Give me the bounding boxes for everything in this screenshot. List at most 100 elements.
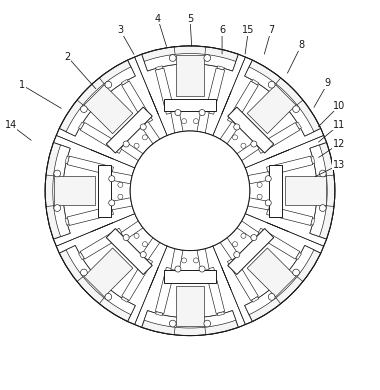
Polygon shape bbox=[266, 156, 313, 176]
Polygon shape bbox=[84, 85, 133, 134]
Polygon shape bbox=[311, 218, 315, 225]
Polygon shape bbox=[246, 197, 270, 210]
Circle shape bbox=[169, 320, 176, 327]
Polygon shape bbox=[245, 246, 321, 321]
Text: 1: 1 bbox=[19, 80, 25, 90]
Polygon shape bbox=[310, 145, 327, 237]
Circle shape bbox=[54, 170, 60, 177]
Polygon shape bbox=[171, 247, 183, 271]
Polygon shape bbox=[266, 206, 313, 225]
Polygon shape bbox=[310, 142, 335, 239]
Polygon shape bbox=[106, 229, 152, 275]
Polygon shape bbox=[110, 172, 134, 184]
Circle shape bbox=[105, 294, 112, 300]
Polygon shape bbox=[66, 67, 135, 136]
Circle shape bbox=[320, 170, 326, 177]
Polygon shape bbox=[256, 228, 300, 259]
Polygon shape bbox=[84, 248, 133, 297]
Polygon shape bbox=[245, 246, 314, 315]
Circle shape bbox=[182, 119, 187, 124]
Text: 11: 11 bbox=[333, 120, 345, 130]
Polygon shape bbox=[296, 252, 301, 259]
Polygon shape bbox=[67, 156, 114, 176]
Polygon shape bbox=[156, 66, 163, 70]
Circle shape bbox=[241, 233, 246, 238]
Text: 7: 7 bbox=[268, 25, 274, 35]
Circle shape bbox=[134, 233, 139, 238]
Polygon shape bbox=[164, 99, 216, 111]
Polygon shape bbox=[45, 142, 70, 239]
Polygon shape bbox=[53, 145, 70, 237]
Circle shape bbox=[268, 294, 275, 300]
Circle shape bbox=[182, 258, 187, 263]
Text: 6: 6 bbox=[219, 25, 225, 35]
Polygon shape bbox=[252, 79, 259, 85]
Text: 3: 3 bbox=[117, 25, 123, 35]
Polygon shape bbox=[227, 257, 258, 301]
Circle shape bbox=[175, 266, 181, 272]
Polygon shape bbox=[65, 156, 69, 163]
Polygon shape bbox=[176, 286, 204, 326]
Polygon shape bbox=[80, 122, 124, 153]
Polygon shape bbox=[205, 68, 225, 114]
Circle shape bbox=[123, 141, 129, 147]
Circle shape bbox=[320, 205, 326, 211]
Text: 9: 9 bbox=[325, 78, 331, 88]
Circle shape bbox=[293, 106, 299, 112]
Polygon shape bbox=[247, 85, 296, 134]
Polygon shape bbox=[66, 246, 135, 315]
Circle shape bbox=[204, 320, 211, 327]
Polygon shape bbox=[219, 236, 239, 260]
Polygon shape bbox=[228, 229, 274, 275]
Polygon shape bbox=[217, 312, 224, 316]
Circle shape bbox=[234, 252, 240, 258]
Polygon shape bbox=[245, 60, 321, 136]
Circle shape bbox=[175, 110, 181, 115]
Circle shape bbox=[233, 135, 238, 140]
Polygon shape bbox=[236, 220, 259, 240]
Polygon shape bbox=[67, 206, 114, 225]
Polygon shape bbox=[98, 165, 111, 217]
Polygon shape bbox=[54, 177, 95, 205]
Circle shape bbox=[257, 182, 262, 187]
Circle shape bbox=[45, 46, 335, 336]
Polygon shape bbox=[176, 55, 204, 96]
Polygon shape bbox=[155, 267, 175, 314]
Polygon shape bbox=[142, 46, 238, 71]
Text: 8: 8 bbox=[298, 40, 304, 50]
Polygon shape bbox=[121, 220, 144, 240]
Polygon shape bbox=[269, 165, 282, 217]
Polygon shape bbox=[205, 267, 225, 314]
Polygon shape bbox=[217, 66, 224, 70]
Polygon shape bbox=[121, 142, 144, 161]
Polygon shape bbox=[246, 172, 270, 184]
Polygon shape bbox=[236, 142, 259, 161]
Polygon shape bbox=[80, 228, 124, 259]
Circle shape bbox=[140, 252, 146, 258]
Circle shape bbox=[193, 119, 198, 124]
Circle shape bbox=[265, 176, 271, 182]
Polygon shape bbox=[197, 111, 209, 135]
Polygon shape bbox=[106, 107, 152, 153]
Circle shape bbox=[199, 110, 205, 115]
Polygon shape bbox=[110, 197, 134, 210]
Circle shape bbox=[265, 200, 271, 206]
Polygon shape bbox=[219, 122, 239, 145]
Polygon shape bbox=[65, 218, 69, 225]
Polygon shape bbox=[197, 247, 209, 271]
Polygon shape bbox=[121, 79, 128, 85]
Circle shape bbox=[140, 124, 146, 130]
Polygon shape bbox=[164, 270, 216, 283]
Polygon shape bbox=[256, 122, 300, 153]
Polygon shape bbox=[144, 53, 236, 71]
Polygon shape bbox=[141, 122, 161, 145]
Circle shape bbox=[123, 234, 129, 241]
Circle shape bbox=[142, 135, 147, 140]
Circle shape bbox=[251, 234, 257, 241]
Circle shape bbox=[251, 141, 257, 147]
Circle shape bbox=[241, 143, 246, 148]
Polygon shape bbox=[227, 81, 258, 124]
Circle shape bbox=[233, 242, 238, 247]
Polygon shape bbox=[311, 156, 315, 163]
Polygon shape bbox=[171, 111, 183, 135]
